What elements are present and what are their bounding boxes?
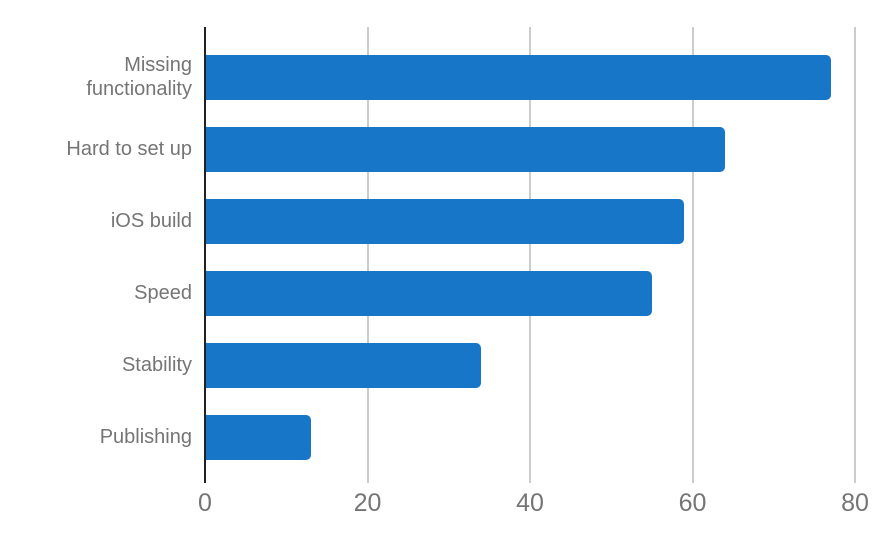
x-tick-label-0: 0 (198, 489, 212, 517)
category-label-missing-functionality: Missing functionality (86, 54, 192, 100)
bar-row (205, 185, 855, 257)
category-row: Speed (0, 257, 192, 329)
category-label-stability: Stability (121, 354, 192, 376)
bar-ios-build (205, 198, 685, 244)
x-tick-label-60: 60 (678, 489, 707, 517)
gridline (854, 27, 856, 483)
x-axis: 0 20 40 60 80 (198, 489, 869, 519)
category-row: Hard to set up (0, 113, 192, 185)
category-row: Missing functionality (0, 41, 192, 113)
gridline (691, 27, 694, 483)
bar-stability (205, 342, 482, 388)
bar-row (205, 329, 855, 401)
category-axis: Missing functionality Hard to set up iOS… (0, 27, 192, 483)
bar-row (205, 257, 855, 329)
category-row: iOS build (0, 185, 192, 257)
x-tick-label-80: 80 (841, 489, 869, 517)
category-row: Stability (0, 329, 192, 401)
bars-container (205, 27, 855, 483)
x-tick-label-20: 20 (353, 489, 382, 517)
category-label-speed: Speed (134, 282, 192, 304)
category-label-hard-to-set-up: Hard to set up (66, 138, 192, 160)
bar-row (205, 113, 855, 185)
bar-hard-to-set-up (205, 126, 725, 172)
y-axis-baseline (204, 27, 206, 483)
gridline (529, 27, 531, 483)
plot-area (204, 27, 856, 483)
bar-publishing (205, 414, 311, 460)
category-label-publishing: Publishing (99, 426, 192, 448)
gridline (366, 27, 369, 483)
bar-speed (205, 270, 652, 316)
bar-row (205, 41, 855, 113)
category-label-ios-build: iOS build (110, 210, 192, 232)
bar-missing-functionality (205, 54, 831, 100)
category-row: Publishing (0, 401, 192, 473)
bar-row (205, 401, 855, 473)
x-tick-label-40: 40 (516, 489, 544, 517)
